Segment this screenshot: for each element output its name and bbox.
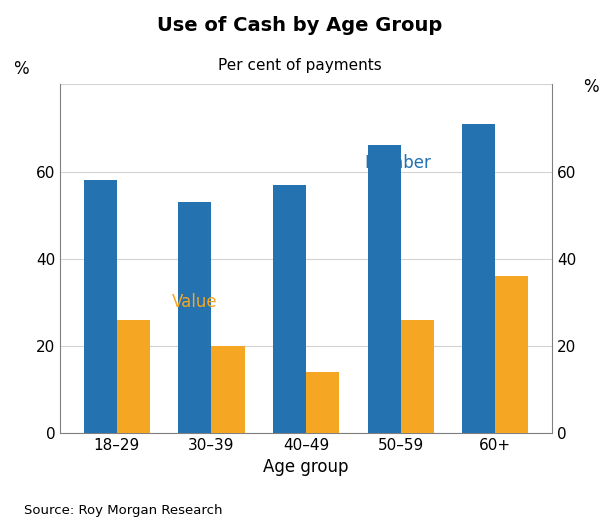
Y-axis label: %: %	[13, 60, 28, 78]
Y-axis label: %: %	[584, 78, 599, 96]
Text: Per cent of payments: Per cent of payments	[218, 58, 382, 73]
Bar	[211, 346, 245, 433]
Bar	[368, 145, 401, 433]
Bar	[462, 124, 495, 433]
X-axis label: Age group: Age group	[263, 458, 349, 476]
Bar	[273, 185, 306, 433]
Bar	[306, 372, 339, 433]
Bar	[495, 276, 529, 433]
Bar	[178, 202, 211, 433]
Text: Use of Cash by Age Group: Use of Cash by Age Group	[157, 16, 443, 35]
Text: Source: Roy Morgan Research: Source: Roy Morgan Research	[24, 504, 223, 517]
Bar	[83, 181, 117, 433]
Bar	[401, 319, 434, 433]
Text: Number: Number	[365, 154, 431, 172]
Text: Value: Value	[172, 293, 217, 312]
Bar	[117, 319, 150, 433]
